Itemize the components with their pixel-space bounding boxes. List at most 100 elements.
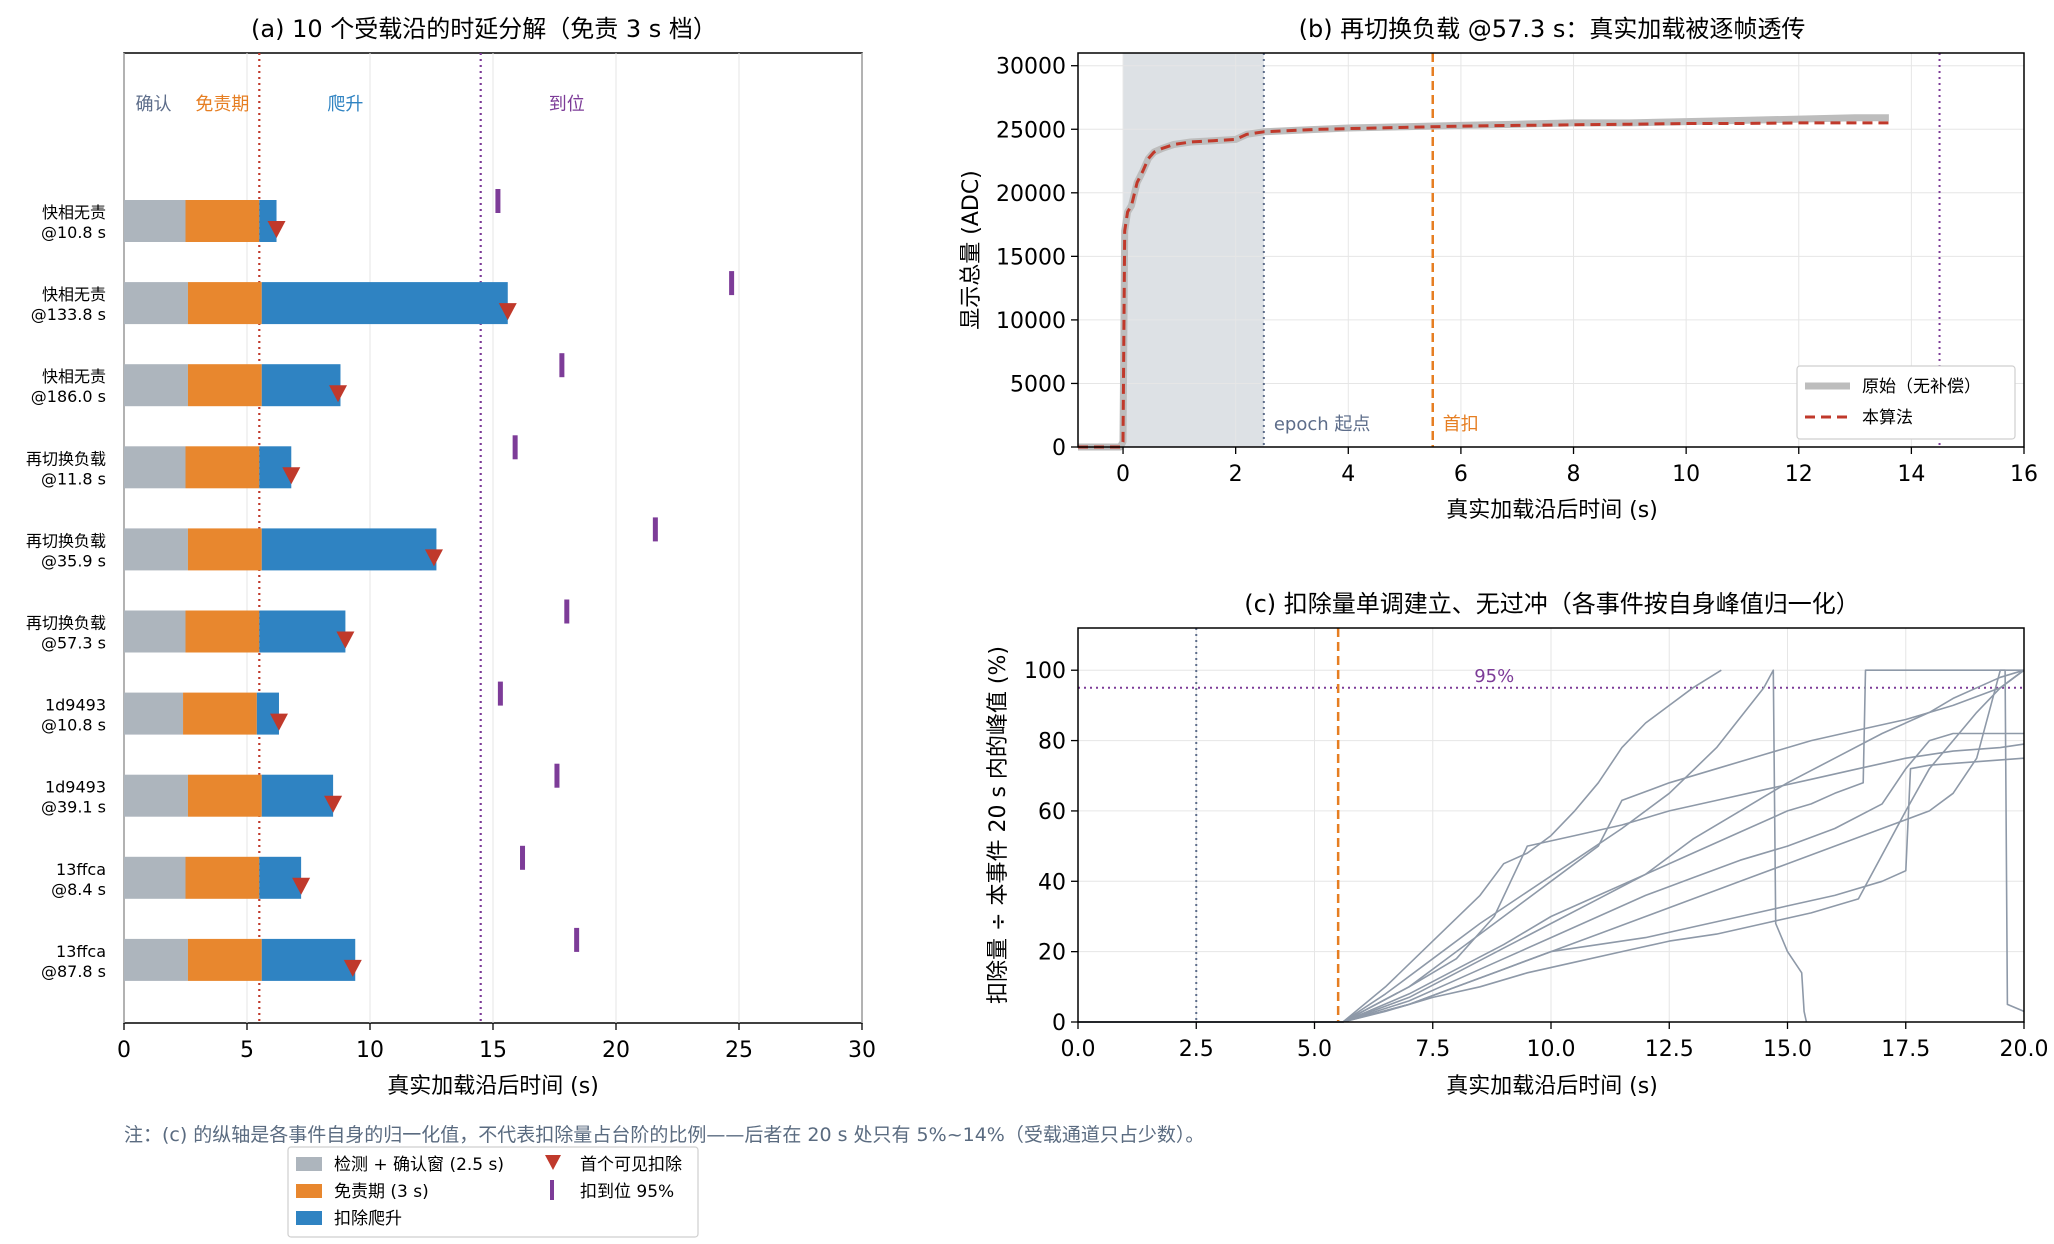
first-deduct-marker	[267, 221, 286, 238]
bar-segment-grace	[183, 692, 257, 735]
reach95-marker	[729, 271, 735, 296]
panel-a: (a) 10 个受载沿的时延分解（免责 3 s 档） 确认 免责期 爬升 到位 快相无…	[26, 15, 876, 1238]
legend-frame	[1796, 365, 2016, 440]
phase-label: 免责期	[195, 94, 249, 115]
panel-b-frame	[1077, 52, 2025, 448]
y-tick-label: 60	[1038, 800, 1066, 825]
x-tick-label: 10	[1672, 462, 1700, 487]
panel-c-xlabel: 真实加载沿后时间 (s)	[1446, 1074, 1658, 1099]
event-trace-line	[1078, 669, 2025, 1023]
bar-segment-grace	[187, 364, 262, 407]
panel-a-phase-labels: 确认 免责期 爬升 到位	[136, 94, 585, 115]
panel-b: (b) 再切换负载 @57.3 s：真实加载被逐帧透传 0 2 4 6 8 10 12 14 1…	[959, 15, 2038, 523]
x-tick-label: 6	[1454, 462, 1468, 487]
x-tick-label: 5	[240, 1038, 254, 1063]
legend-alg-label: 本算法	[1862, 408, 1913, 428]
category-label: 1d9493	[45, 778, 106, 797]
panel-c: (c) 扣除量单调建立、无过冲（各事件按自身峰值归一化） 95% 0.0 2.5 5…	[986, 590, 2048, 1099]
category-label: 再切换负载	[26, 531, 106, 550]
bar-segment-ramp	[261, 938, 356, 981]
first-deduct-marker	[343, 959, 362, 977]
legend-label-reach: 扣到位 95%	[580, 1182, 674, 1202]
panel-c-reference-lines: 95%	[1078, 628, 2024, 1022]
first-deduct-marker	[424, 549, 443, 567]
x-tick-label: 10.0	[1527, 1037, 1576, 1062]
bar-segment-detect	[124, 200, 186, 242]
event-trace-line	[1078, 732, 2024, 1023]
panel-b-shaded-region	[1123, 53, 1264, 447]
first-deduct-marker	[292, 877, 311, 895]
reach95-marker	[652, 517, 658, 542]
x-tick-label: 15	[479, 1038, 507, 1063]
panel-c-title: (c) 扣除量单调建立、无过冲（各事件按自身峰值归一化）	[1244, 590, 1860, 618]
bar-segment-ramp	[261, 282, 508, 325]
phase-label: 爬升	[327, 94, 363, 115]
panel-a-bars	[124, 189, 735, 981]
legend-label-first: 首个可见扣除	[580, 1155, 682, 1175]
panel-b-ylabel: 显示总量 (ADC)	[959, 170, 984, 330]
x-tick-label: 25	[725, 1038, 753, 1063]
first-deduct-marker	[329, 385, 348, 403]
first-deduct-marker	[336, 631, 355, 649]
first-deduct-marker	[324, 795, 343, 813]
y-tick-label: 20000	[996, 182, 1066, 207]
category-label: @57.3 s	[41, 634, 106, 653]
panel-b-line-labels: epoch 起点首扣扣	[1274, 414, 1827, 435]
bar-segment-detect	[124, 610, 186, 653]
event-trace-line	[1078, 669, 2024, 1023]
bar-segment-grace	[187, 528, 262, 571]
footnote: 注：(c) 的纵轴是各事件自身的归一化值，不代表扣除量占台阶的比例——后者在 2…	[124, 1124, 1204, 1146]
x-tick-label: 0.0	[1061, 1037, 1096, 1062]
phase-label: 确认	[136, 94, 172, 115]
event-trace-line	[1078, 669, 1722, 1023]
panel-a-title: (a) 10 个受载沿的时延分解（免责 3 s 档）	[251, 15, 717, 43]
reach95-marker	[497, 681, 503, 706]
x-tick-label: 20.0	[2000, 1037, 2049, 1062]
y-tick-label: 10000	[996, 309, 1066, 334]
legend-swatch-ramp	[296, 1211, 322, 1225]
x-tick-label: 2	[1229, 462, 1243, 487]
x-tick-label: 12.5	[1645, 1037, 1694, 1062]
panel-c-ticks: 0.0 2.5 5.0 7.5 10.0 12.5 15.0 17.5 20.0 0 20 40 60 8…	[1024, 659, 2048, 1062]
x-tick-label: 12	[1785, 462, 1813, 487]
x-tick-label: 14	[1897, 462, 1925, 487]
category-label: 13ffca	[56, 942, 106, 961]
legend-label-ramp: 扣除爬升	[334, 1209, 402, 1229]
panel-a-x-ticks: 0 5 10 15 20 25 30	[117, 1023, 876, 1063]
panel-b-ticks: 0 2 4 6 8 10 12 14 16 0 5000 10000 15000 20000 25000 30…	[996, 55, 2038, 487]
legend-label-grace: 免责期 (3 s)	[334, 1182, 429, 1202]
bar-segment-detect	[124, 774, 188, 817]
reach95-marker	[564, 599, 570, 624]
reach95-marker	[554, 763, 560, 788]
first-deduct-marker	[282, 467, 301, 485]
bar-segment-detect	[124, 856, 186, 899]
bar-segment-detect	[124, 692, 184, 735]
panel-b-legend: 原始（无补偿） 本算法	[1796, 365, 2016, 440]
category-label: @11.8 s	[41, 469, 106, 488]
panel-a-xlabel: 真实加载沿后时间 (s)	[387, 1074, 599, 1099]
category-label: @8.4 s	[51, 880, 106, 899]
reach95-marker	[512, 435, 518, 460]
x-tick-label: 0	[117, 1038, 131, 1063]
bar-segment-detect	[124, 282, 188, 325]
reach95-marker	[559, 353, 565, 378]
category-label: 再切换负载	[26, 614, 106, 633]
panel-c-series	[1078, 669, 2025, 1023]
category-label: @10.8 s	[41, 223, 106, 242]
x-tick-label: 4	[1341, 462, 1355, 487]
reference-line-label: epoch 起点	[1274, 414, 1371, 435]
category-label: @87.8 s	[41, 962, 106, 981]
reach95-marker	[574, 927, 580, 952]
legend-label-detect: 检测 + 确认窗 (2.5 s)	[334, 1155, 504, 1175]
bar-segment-detect	[124, 528, 188, 571]
category-label: 再切换负载	[26, 449, 106, 468]
legend-reach-icon	[550, 1180, 554, 1200]
bar-segment-grace	[187, 938, 262, 981]
category-label: @133.8 s	[31, 305, 106, 324]
category-label: @39.1 s	[41, 798, 106, 817]
bar-segment-grace	[185, 200, 260, 242]
category-label: 13ffca	[56, 860, 106, 879]
y-tick-label: 100	[1024, 659, 1066, 684]
